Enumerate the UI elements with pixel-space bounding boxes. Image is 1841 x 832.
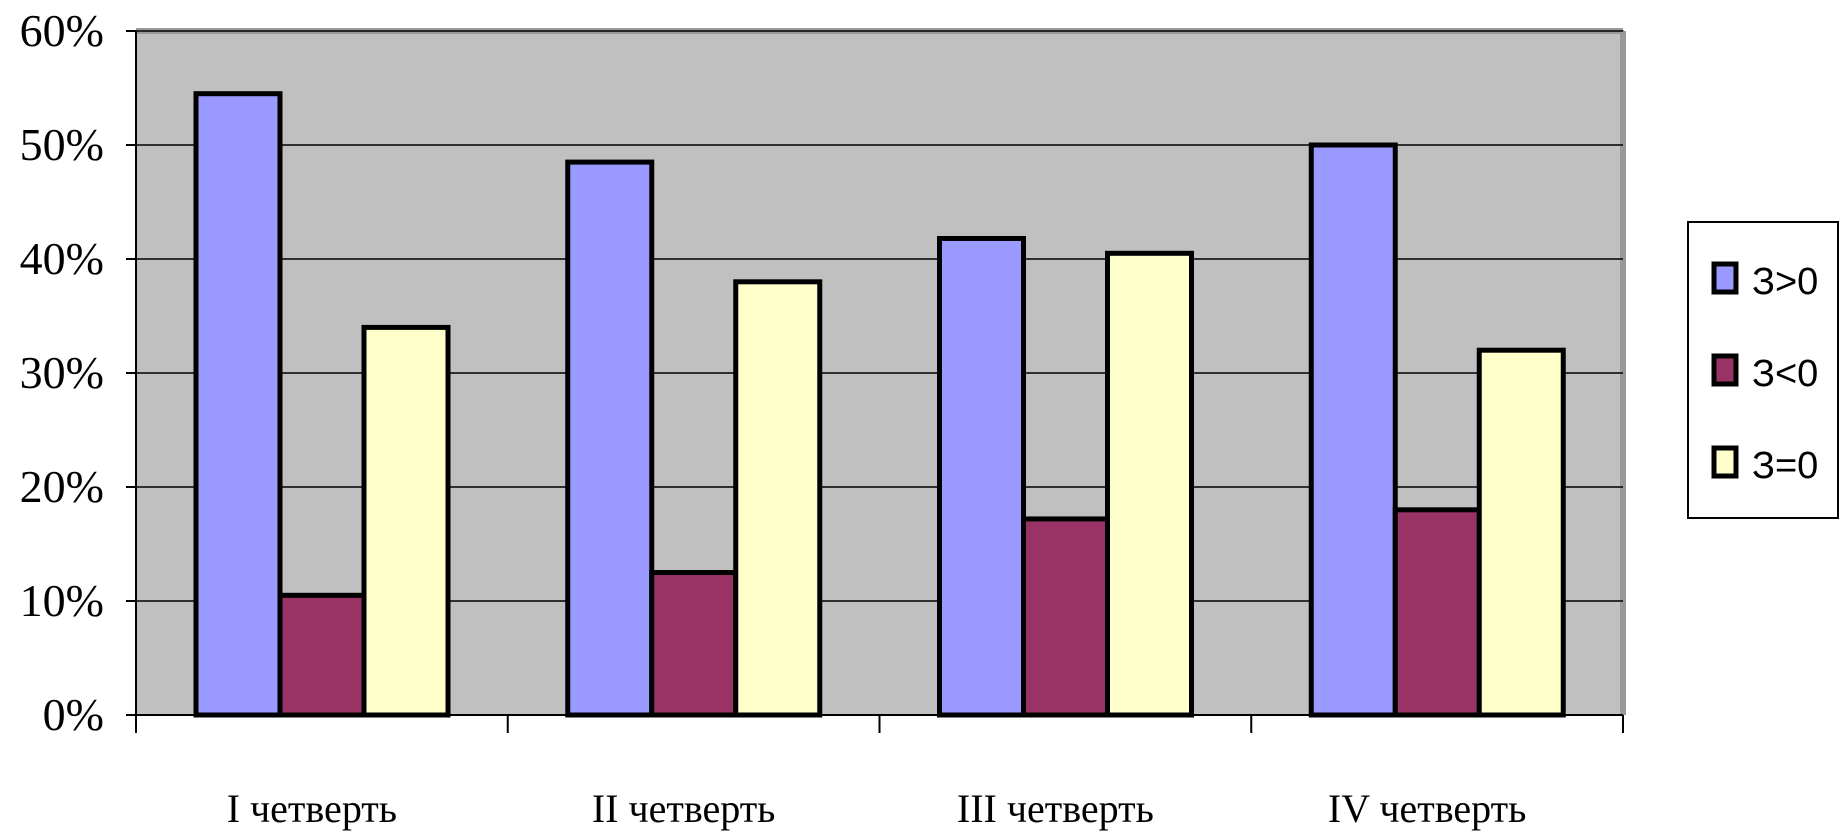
y-tick-label: 60% [20, 5, 104, 56]
y-tick-label: 10% [20, 575, 104, 626]
x-category-label: I четверть [227, 786, 397, 831]
bar-1-3 [937, 235, 1026, 718]
legend-swatch [1711, 445, 1739, 479]
legend-label: З=0 [1752, 445, 1818, 487]
x-axis-category-labels: I четверть II четверть III четверть IV четв… [227, 786, 1527, 831]
y-tick-label: 40% [20, 233, 104, 284]
legend-swatch [1711, 353, 1739, 387]
y-tick-label: 0% [43, 689, 104, 740]
bar-1-1 [193, 91, 283, 718]
bar-3-2 [733, 279, 823, 718]
bar-2-4 [1392, 507, 1482, 718]
bar-2-3 [1021, 516, 1110, 718]
axes [126, 30, 1624, 733]
x-category-label: IV четверть [1328, 786, 1526, 831]
bar-1-2 [565, 159, 655, 718]
bar-1-4 [1308, 142, 1398, 718]
bars [193, 91, 1566, 718]
y-axis-tick-labels: 0% 10% 20% 30% 40% 50% 60% [20, 5, 104, 740]
y-tick-label: 30% [20, 347, 104, 398]
bar-3-1 [361, 324, 451, 718]
bar-2-2 [649, 570, 739, 718]
y-tick-label: 50% [20, 119, 104, 170]
bar-3-4 [1476, 347, 1566, 718]
bar-3-3 [1105, 250, 1194, 718]
legend: З>0 З<0 З=0 [1687, 221, 1839, 519]
x-category-label: III четверть [957, 786, 1154, 831]
legend-swatch [1711, 261, 1739, 295]
bar-2-1 [277, 592, 367, 718]
x-category-label: II четверть [592, 786, 776, 831]
legend-label: З>0 [1752, 261, 1818, 303]
legend-label: З<0 [1752, 353, 1818, 395]
y-tick-label: 20% [20, 461, 104, 512]
